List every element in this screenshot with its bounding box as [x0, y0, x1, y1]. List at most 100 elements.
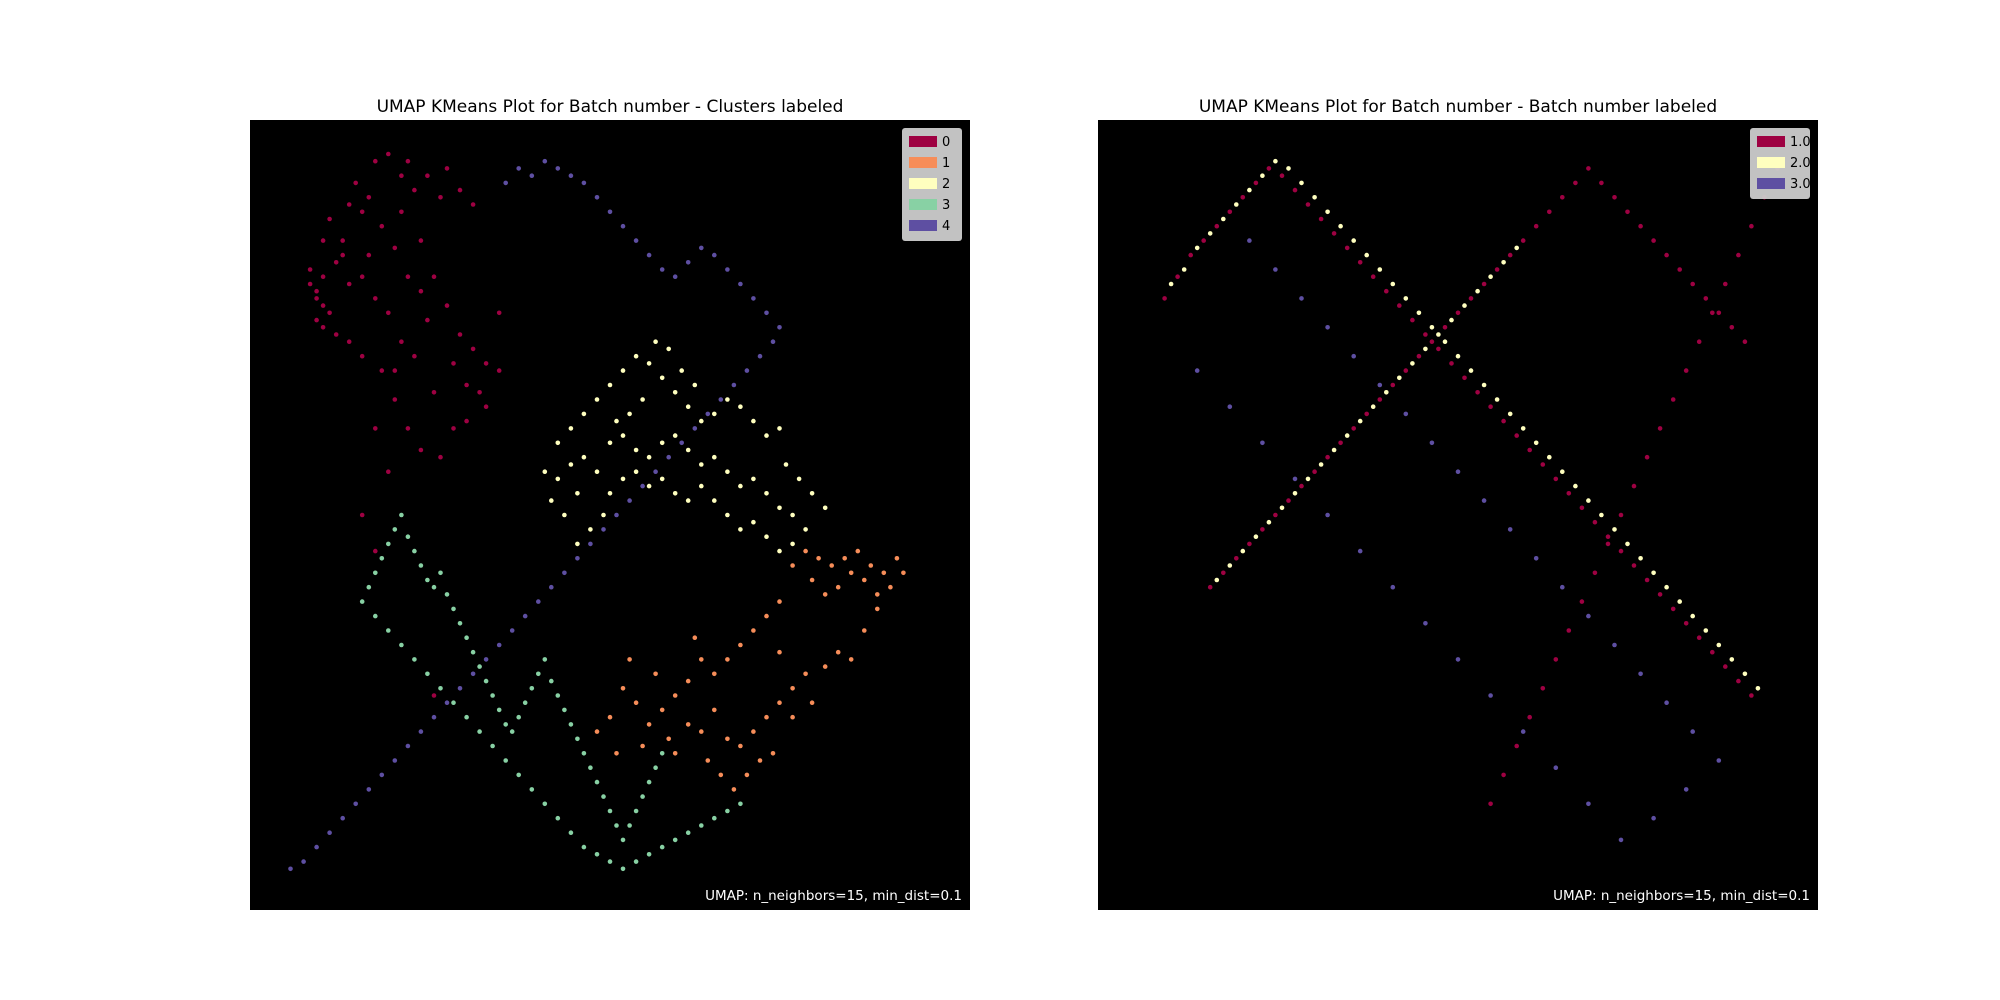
scatter-point	[1462, 375, 1467, 381]
scatter-point	[738, 281, 743, 287]
scatter-point	[822, 505, 828, 511]
scatter-point	[1455, 310, 1461, 316]
scatter-point	[1370, 274, 1376, 279]
scatter-point	[1547, 454, 1552, 460]
scatter-point	[542, 657, 548, 662]
scatter-point	[509, 628, 515, 633]
scatter-point	[692, 426, 698, 431]
scatter-point	[529, 787, 535, 792]
scatter-point	[868, 563, 874, 568]
scatter-point	[646, 779, 652, 785]
legend-label: 1.0	[1790, 135, 1811, 150]
scatter-point	[405, 426, 411, 431]
scatter-point	[503, 180, 508, 186]
scatter-point	[738, 483, 743, 489]
scatter-point	[1247, 187, 1252, 193]
scatter-point	[1481, 281, 1487, 287]
scatter-point	[1501, 772, 1506, 778]
scatter-point	[1488, 274, 1493, 279]
scatter-point	[653, 339, 658, 344]
scatter-point	[412, 353, 417, 359]
scatter-point	[562, 707, 567, 713]
scatter-point	[607, 440, 613, 446]
scatter-point	[496, 642, 502, 648]
scatter-point	[555, 166, 561, 171]
scatter-point	[777, 649, 782, 655]
scatter-point	[1403, 296, 1409, 301]
scatter-point	[744, 368, 750, 373]
scatter-point	[1305, 476, 1311, 482]
scatter-point	[379, 368, 385, 373]
scatter-point	[1527, 714, 1532, 720]
scatter-point	[412, 657, 417, 662]
scatter-point	[496, 707, 502, 713]
scatter-point	[503, 722, 508, 727]
scatter-point	[359, 512, 365, 518]
scatter-point	[653, 469, 658, 475]
scatter-point	[1573, 180, 1578, 186]
scatter-plot-batch: 1.0 2.0 3.0 UMAP: n_neighbors=15, min_dist=…	[1098, 120, 1818, 910]
legend-swatch	[909, 157, 937, 168]
scatter-point	[1488, 404, 1493, 410]
scatter-point	[692, 382, 698, 388]
scatter-point	[1547, 209, 1552, 215]
scatter-point	[1651, 815, 1656, 821]
scatter-point	[562, 512, 567, 518]
scatter-point	[412, 187, 417, 193]
scatter-point	[1501, 418, 1506, 424]
scatter-point	[692, 635, 698, 640]
scatter-point	[842, 556, 847, 561]
scatter-point	[738, 642, 743, 648]
scatter-point	[633, 808, 639, 814]
scatter-point	[320, 274, 326, 279]
scatter-point	[451, 426, 456, 431]
scatter-point	[588, 541, 593, 547]
scatter-point	[712, 498, 717, 503]
scatter-point	[646, 454, 652, 460]
scatter-point	[588, 527, 593, 532]
scatter-point	[1468, 368, 1474, 373]
scatter-point	[620, 866, 626, 872]
scatter-point	[888, 584, 893, 590]
plot-background	[250, 120, 970, 910]
scatter-point	[1325, 325, 1330, 330]
scatter-point	[418, 729, 424, 734]
scatter-point	[803, 548, 808, 554]
scatter-point	[862, 628, 867, 633]
scatter-point	[1540, 686, 1546, 691]
scatter-point	[1312, 469, 1317, 475]
scatter-point	[1553, 476, 1559, 482]
scatter-point	[1560, 469, 1565, 475]
scatter-point	[373, 548, 378, 554]
scatter-point	[581, 751, 587, 756]
scatter-point	[1273, 267, 1278, 272]
scatter-point	[1331, 231, 1337, 236]
scatter-point	[1481, 498, 1487, 503]
scatter-point	[725, 512, 730, 518]
scatter-point	[1188, 252, 1193, 258]
scatter-point	[1357, 260, 1363, 265]
scatter-point	[568, 722, 574, 727]
scatter-point	[1533, 440, 1539, 446]
scatter-point	[470, 649, 476, 655]
scatter-point	[627, 411, 632, 417]
scatter-point	[627, 657, 632, 662]
scatter-point	[672, 693, 678, 698]
scatter-point	[1357, 548, 1363, 554]
scatter-point	[672, 837, 678, 843]
scatter-point	[1651, 570, 1656, 576]
scatter-point	[399, 512, 404, 518]
legend-swatch	[1757, 178, 1785, 189]
scatter-point	[1612, 195, 1617, 200]
scatter-point	[1390, 281, 1396, 287]
scatter-point	[862, 577, 867, 583]
scatter-point	[314, 296, 319, 301]
scatter-point	[1286, 166, 1291, 171]
scatter-point	[549, 584, 554, 590]
scatter-point	[1553, 765, 1559, 770]
scatter-point	[392, 245, 398, 251]
scatter-point	[1292, 476, 1298, 482]
scatter-point	[1221, 216, 1226, 222]
scatter-point	[399, 339, 404, 344]
scatter-point	[620, 433, 626, 438]
